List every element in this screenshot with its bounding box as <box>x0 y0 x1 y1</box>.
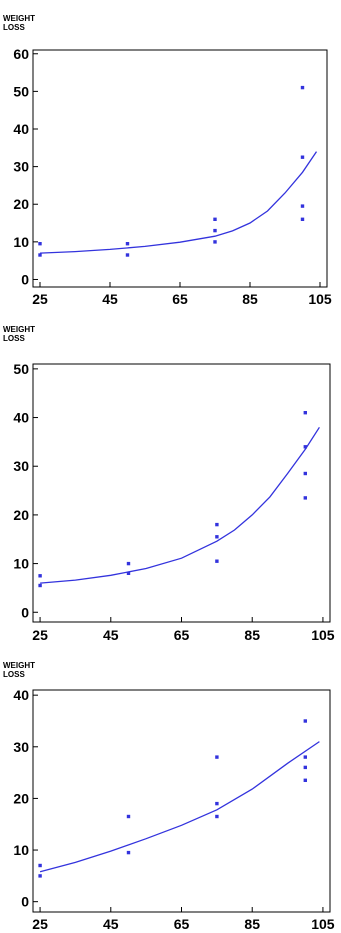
data-point <box>300 155 305 159</box>
y-tick-label: 50 <box>13 83 29 99</box>
x-tick-label: 105 <box>311 627 335 643</box>
data-point <box>215 559 219 563</box>
plot-frame <box>32 363 331 623</box>
data-point <box>213 240 217 244</box>
x-tick-label: 105 <box>308 291 332 307</box>
plot-frame <box>32 689 331 913</box>
x-tick-label: 25 <box>32 627 48 643</box>
y-tick-label: 0 <box>21 604 29 620</box>
x-tick-label: 85 <box>242 291 258 307</box>
y-tick-label: 0 <box>21 894 29 910</box>
y-tick-label: 30 <box>13 739 29 755</box>
y-tick-label: 10 <box>13 556 29 572</box>
data-point <box>303 765 307 770</box>
data-point <box>215 801 219 806</box>
y-axis-label: WEIGHT <box>3 661 35 670</box>
y-axis-label: WEIGHT <box>3 14 35 23</box>
y-tick-label: 50 <box>13 361 29 377</box>
x-tick-label: 105 <box>311 916 335 932</box>
data-point <box>303 496 307 500</box>
x-tick-label: 65 <box>172 291 188 307</box>
data-point <box>38 253 42 257</box>
data-point <box>300 85 305 90</box>
y-tick-label: 40 <box>13 121 29 137</box>
x-tick-label: 85 <box>244 916 260 932</box>
y-tick-label: 0 <box>21 271 29 287</box>
data-point <box>38 583 42 588</box>
x-tick-label: 65 <box>174 627 190 643</box>
data-point <box>126 571 131 575</box>
y-tick-label: 20 <box>13 196 29 212</box>
y-axis-label: LOSS <box>3 670 25 679</box>
y-tick-label: 40 <box>13 410 29 426</box>
x-tick-label: 45 <box>103 627 119 643</box>
data-point <box>215 814 219 819</box>
data-point <box>38 874 42 878</box>
data-point <box>38 574 42 578</box>
y-tick-label: 30 <box>13 458 29 474</box>
y-tick-label: 20 <box>13 790 29 806</box>
data-point <box>300 217 305 221</box>
data-point <box>125 253 130 257</box>
fit-line <box>39 151 318 254</box>
x-tick-label: 65 <box>174 916 190 932</box>
y-tick-label: 60 <box>13 46 29 62</box>
data-point <box>126 850 131 855</box>
y-tick-label: 20 <box>13 507 29 523</box>
fit-line <box>40 426 320 584</box>
data-point <box>215 535 219 539</box>
data-point <box>215 522 219 527</box>
x-tick-label: 25 <box>32 916 48 932</box>
data-point <box>126 561 131 566</box>
x-tick-label: 45 <box>102 291 118 307</box>
y-axis-label: LOSS <box>3 334 25 343</box>
y-tick-label: 10 <box>13 842 29 858</box>
y-tick-label: 40 <box>13 687 29 703</box>
data-point <box>38 242 42 246</box>
data-point <box>303 778 307 782</box>
data-point <box>303 471 307 476</box>
data-point <box>300 204 305 208</box>
data-point <box>125 242 130 246</box>
x-tick-label: 45 <box>103 916 119 932</box>
data-point <box>303 719 307 723</box>
y-tick-label: 10 <box>13 234 29 250</box>
x-tick-label: 85 <box>244 627 260 643</box>
data-point <box>215 755 219 759</box>
data-point <box>213 228 217 233</box>
y-axis-label: WEIGHT <box>3 325 35 334</box>
fit-line <box>39 741 320 873</box>
data-point <box>126 814 131 819</box>
data-point <box>303 755 307 759</box>
y-tick-label: 30 <box>13 159 29 175</box>
data-point <box>303 445 307 449</box>
data-point <box>303 411 307 415</box>
data-point <box>38 863 42 868</box>
data-point <box>213 217 217 221</box>
y-axis-label: LOSS <box>3 23 25 32</box>
x-tick-label: 25 <box>32 291 48 307</box>
